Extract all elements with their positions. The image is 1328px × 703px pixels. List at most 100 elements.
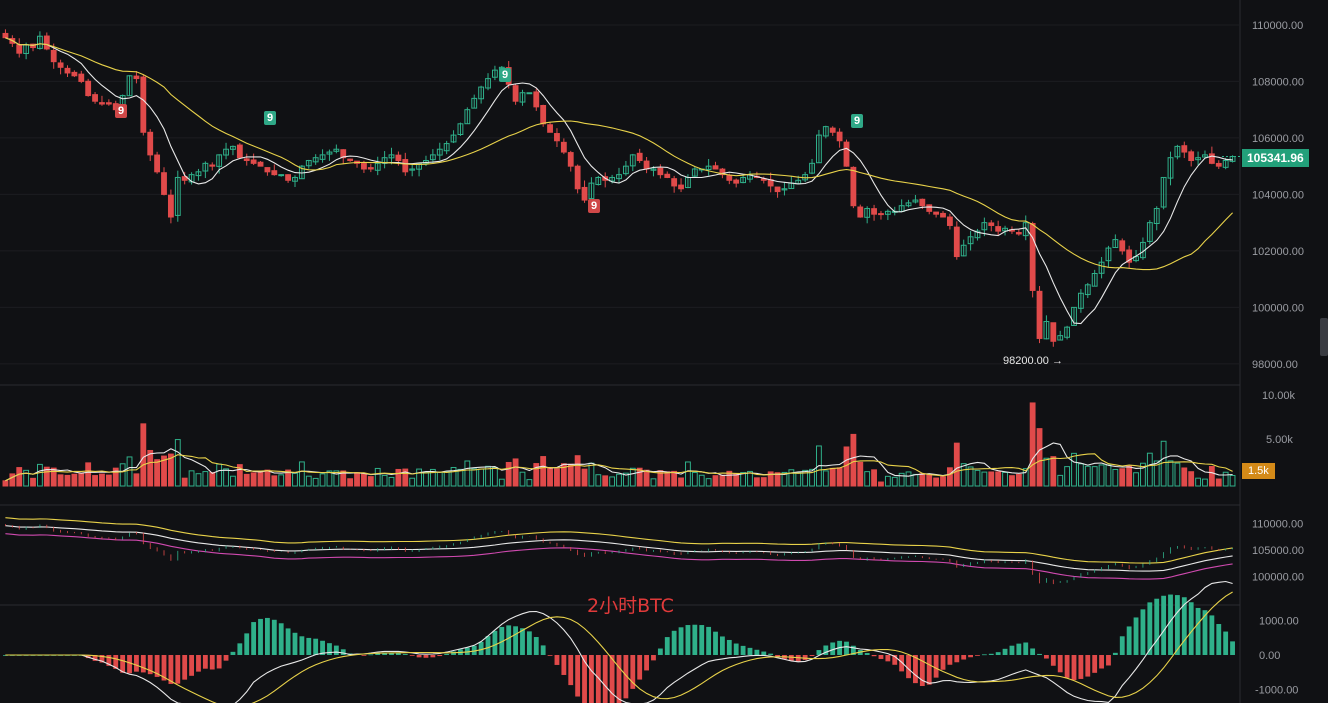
candle-body [1208,153,1215,164]
macd-histogram-bar [313,638,319,655]
macd-histogram-bar [685,625,691,655]
volume-bar [236,464,243,487]
macd-histogram-bar [540,645,546,655]
macd-histogram-bar [423,655,429,658]
volume-bar [616,473,622,487]
candle-body [616,174,622,180]
candle-body [774,186,781,193]
macd-histogram-bar [292,632,298,655]
volume-bar [1146,452,1153,487]
volume-bar [167,453,174,487]
candle-body [305,160,312,167]
volume-bar [409,477,416,487]
macd-histogram-bar [1181,597,1187,655]
macd-histogram-bar [1078,655,1084,679]
macd-histogram-bar [940,655,946,670]
macd-histogram-bar [134,655,139,672]
volume-bar [381,474,388,487]
volume-bar [271,475,278,487]
volume-bar [119,463,126,487]
candle-body [733,179,740,184]
macd-histogram-bar [816,650,822,655]
volume-bar [471,468,478,487]
volume-bar [388,476,395,487]
volume-bar [905,471,912,487]
candle-body [857,206,864,218]
volume-bar [554,468,560,487]
macd-histogram-bar [575,655,581,697]
candle-body [216,154,223,167]
macd-histogram-bar [1216,624,1222,655]
volume-bar [78,472,85,487]
candle-body [643,160,650,170]
volume-bar [574,455,581,487]
macd-histogram-bar [589,655,594,703]
macd-histogram-bar [768,653,774,655]
volume-bar [967,466,974,487]
macd-histogram-bar [747,647,753,655]
volume-bar [195,473,202,487]
candle-body [409,168,416,171]
macd-histogram-bar [1023,642,1029,655]
candle-body [629,154,636,167]
scroll-handle[interactable] [1320,318,1328,356]
volume-bar [126,456,133,487]
macd-histogram-bar [871,655,877,657]
candle-body [1105,247,1112,262]
macd-dif-line [5,580,1233,703]
candle-body [174,176,181,216]
macd-histogram-bar [1112,652,1118,655]
volume-bar [588,462,595,487]
candle-body [1174,145,1181,158]
volume-bar [1229,474,1236,487]
candle-body [1112,239,1119,249]
volume-bar [1126,465,1133,487]
candle-body [402,159,409,173]
macd-histogram-bar [637,655,643,680]
candle-body [740,176,747,184]
macd-histogram-bar [892,655,898,665]
candle-body [1146,222,1153,242]
candle-body [361,163,367,170]
volume-bar [1009,475,1015,487]
macd-histogram-bar [823,645,829,655]
macd-histogram-bar [1168,594,1173,655]
macd-histogram-bar [802,655,808,661]
macd-histogram-bar [196,655,201,672]
candle-body [140,76,147,133]
candle-body [933,211,940,215]
macd-histogram-bar [478,641,484,655]
chart-title: 2小时BTC [587,595,674,617]
macd-histogram-bar [616,655,622,703]
volume-bar [836,467,843,487]
macd-histogram-bar [947,655,953,665]
candle-body [816,134,822,164]
macd-histogram-bar [1202,610,1208,655]
volume-bar [1015,473,1022,487]
volume-bar [691,472,698,487]
macd-histogram-bar [1064,655,1070,678]
macd-histogram-bar [678,627,684,655]
volume-bar [1043,457,1050,487]
volume-bar [1098,464,1105,487]
volume-bar [974,469,981,487]
macd-tick-label: -1000.00 [1255,685,1298,697]
volume-bar [1077,463,1084,487]
volume-bar [154,459,161,487]
volume-bar [878,481,884,487]
candle-body [154,154,161,173]
volume-bar [1208,466,1215,487]
macd-histogram-bar [961,655,967,660]
macd-histogram-bar [1016,643,1022,655]
volume-bar [188,470,195,487]
volume-bar [243,473,250,487]
volume-tick-label: 5.00k [1266,434,1293,446]
macd-histogram-bar [533,637,539,655]
candle-body [878,213,884,216]
volume-bar [940,476,946,487]
candle-body [712,165,719,170]
candle-body [99,102,105,105]
candle-body [250,159,257,164]
macd-histogram-bar [630,655,636,689]
candle-body [960,244,967,257]
